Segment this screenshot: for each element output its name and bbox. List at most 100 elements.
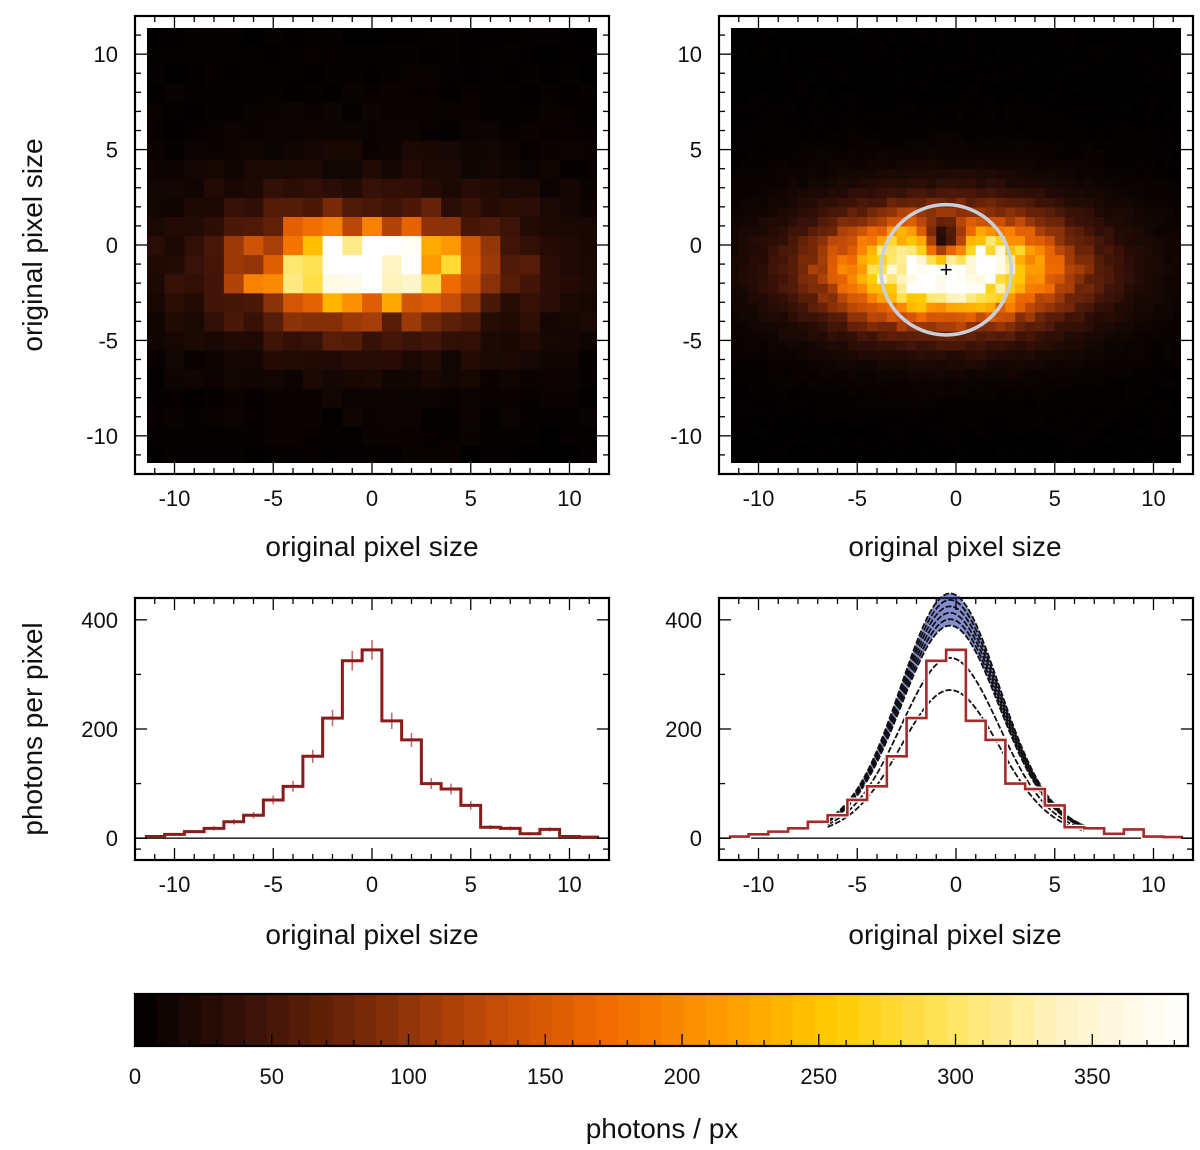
heatmap-cell xyxy=(559,28,580,46)
heatmap-cell xyxy=(886,159,898,170)
heatmap-cell xyxy=(1074,359,1085,370)
heatmap-cell xyxy=(381,254,403,275)
heatmap-cell xyxy=(520,44,541,65)
x-axis-title: original pixel size xyxy=(848,531,1061,562)
heatmap-cell xyxy=(906,178,918,189)
colorbar-step xyxy=(420,994,443,1046)
heatmap-cell xyxy=(985,321,997,332)
heatmap-cell xyxy=(847,369,858,380)
heatmap-cell xyxy=(768,311,779,322)
heatmap-cell xyxy=(731,245,740,256)
heatmap-cell xyxy=(1044,159,1056,170)
heatmap-cell xyxy=(1015,349,1026,361)
heatmap-cell xyxy=(926,330,937,342)
heatmap-cell xyxy=(1025,397,1036,408)
heatmap-cell xyxy=(1005,187,1016,198)
heatmap-cell xyxy=(302,44,324,65)
heatmap-cell xyxy=(500,63,521,84)
heatmap-cell xyxy=(1163,445,1174,456)
heatmap-cell xyxy=(1143,82,1155,93)
heatmap-cell xyxy=(916,359,927,370)
heatmap-cell xyxy=(985,340,997,351)
y-tick-label: 5 xyxy=(690,138,702,163)
heatmap-cell xyxy=(778,111,789,122)
heatmap-cell xyxy=(1114,44,1125,55)
heatmap-cell xyxy=(975,245,987,256)
heatmap-cell xyxy=(1133,63,1145,74)
heatmap-cell xyxy=(896,264,908,275)
heatmap-cell xyxy=(965,130,977,141)
heatmap-cell xyxy=(1104,426,1115,437)
heatmap-cell xyxy=(847,340,858,351)
heatmap-cell xyxy=(1153,302,1164,313)
heatmap-cell xyxy=(401,140,422,160)
heatmap-cell xyxy=(877,416,888,427)
heatmap-cell xyxy=(1035,435,1046,446)
heatmap-cell xyxy=(1153,35,1164,46)
heatmap-cell xyxy=(916,111,927,122)
heatmap-cell xyxy=(877,159,888,170)
heatmap-cell xyxy=(847,454,858,463)
heatmap-cell xyxy=(778,245,789,256)
heatmap-cell xyxy=(886,454,898,463)
heatmap-cell xyxy=(1054,254,1066,265)
heatmap-cell xyxy=(837,264,848,275)
x-tick-label: 5 xyxy=(465,486,477,511)
heatmap-cell xyxy=(916,149,927,160)
heatmap-cell xyxy=(342,330,363,351)
heatmap-cell xyxy=(867,168,878,179)
heatmap-cell xyxy=(421,178,442,198)
heatmap-cell xyxy=(1163,82,1174,93)
heatmap-cell xyxy=(1163,111,1174,122)
heatmap-cell xyxy=(916,283,927,294)
heatmap-cell xyxy=(1054,73,1066,84)
heatmap-cell xyxy=(758,225,769,237)
heatmap-cell xyxy=(1173,292,1181,303)
heatmap-cell xyxy=(1094,264,1105,275)
colorbar: 0 50 100 150 200 250 300 350 photons / px xyxy=(129,992,1190,1144)
heatmap-cell xyxy=(1143,435,1155,446)
heatmap-cell xyxy=(847,273,858,284)
heatmap-cell xyxy=(1133,92,1145,103)
heatmap-cell xyxy=(1064,92,1076,103)
heatmap-cell xyxy=(539,388,561,408)
heatmap-cell xyxy=(837,101,848,113)
heatmap-cell xyxy=(926,311,937,322)
heatmap-cell xyxy=(204,407,225,427)
heatmap-cell xyxy=(758,302,769,313)
heatmap-cell xyxy=(906,454,918,463)
heatmap-cell xyxy=(965,435,977,446)
heatmap-cell xyxy=(768,159,779,170)
heatmap-cell xyxy=(1104,206,1115,217)
heatmap-cell xyxy=(956,197,967,208)
heatmap-cell xyxy=(381,197,403,217)
heatmap-cell xyxy=(788,28,799,36)
heatmap-cell xyxy=(926,378,937,389)
heatmap-cell xyxy=(877,187,888,198)
x-tick-label: 5 xyxy=(1049,486,1061,511)
heatmap-cell xyxy=(1104,197,1115,208)
heatmap-cell xyxy=(421,311,442,332)
heatmap-cell xyxy=(1114,187,1125,198)
heatmap-cell xyxy=(1005,359,1016,370)
heatmap-cell xyxy=(738,273,750,284)
heatmap-cell xyxy=(768,216,779,227)
heatmap-cell xyxy=(1064,168,1076,179)
colorbar-steps xyxy=(135,994,1189,1046)
heatmap-cell xyxy=(731,330,740,342)
heatmap-cell xyxy=(1084,235,1095,246)
heatmap-cell xyxy=(857,397,868,408)
heatmap-cell xyxy=(886,273,898,284)
heatmap-cell xyxy=(798,416,809,427)
heatmap-cell xyxy=(857,111,868,122)
heatmap-cell xyxy=(946,73,957,84)
heatmap-cell xyxy=(768,340,779,351)
heatmap-cell xyxy=(1153,54,1164,65)
heatmap-cell xyxy=(164,159,185,179)
heatmap-cell xyxy=(906,245,918,256)
heatmap-cell xyxy=(1163,28,1174,36)
heatmap-cell xyxy=(1123,235,1135,246)
heatmap-cell xyxy=(539,63,561,84)
heatmap-cell xyxy=(1044,435,1056,446)
